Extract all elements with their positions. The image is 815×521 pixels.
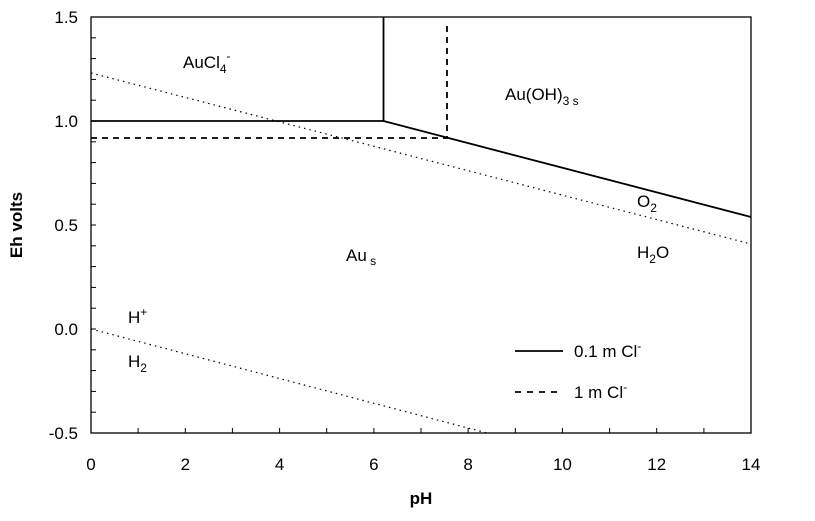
o2-h2o-line	[90, 72, 752, 245]
x-tick-label: 8	[463, 455, 472, 474]
x-tick-label: 10	[553, 455, 572, 474]
y-tick-label: -0.5	[49, 424, 78, 443]
legend-label-1m: 1 m Cl-	[574, 380, 627, 402]
x-tick-label: 2	[181, 455, 190, 474]
solid-boundary-sloped	[383, 120, 752, 218]
plot-frame	[90, 16, 752, 434]
label-h2o: H2O	[637, 243, 669, 266]
legend: 0.1 m Cl- 1 m Cl-	[515, 339, 641, 402]
h-h2-line	[90, 328, 488, 434]
region-label-auoh3: Au(OH)3 s	[505, 85, 579, 108]
x-tick-label: 12	[647, 455, 666, 474]
region-label-au: Au s	[346, 246, 376, 268]
y-tick-label: 0.0	[54, 320, 78, 339]
x-tick-label: 0	[86, 455, 95, 474]
x-tick-label: 14	[742, 455, 761, 474]
x-tick-label: 6	[369, 455, 378, 474]
x-tick-label: 4	[275, 455, 284, 474]
y-tick-label: 0.5	[54, 216, 78, 235]
y-tick-label: 1.5	[54, 8, 78, 27]
label-h2: H2	[128, 352, 147, 375]
legend-label-0.1m: 0.1 m Cl-	[574, 339, 641, 361]
y-axis-title: Eh volts	[7, 192, 26, 258]
y-ticks	[91, 37, 96, 413]
label-h-plus: H+	[128, 305, 147, 327]
x-ticks	[137, 428, 705, 433]
solid-boundary-horizontal	[91, 17, 385, 122]
y-tick-label: 1.0	[54, 112, 78, 131]
region-label-aucl4: AuCl4-	[183, 49, 231, 76]
x-axis-title: pH	[410, 489, 433, 508]
label-o2: O2	[637, 192, 657, 215]
